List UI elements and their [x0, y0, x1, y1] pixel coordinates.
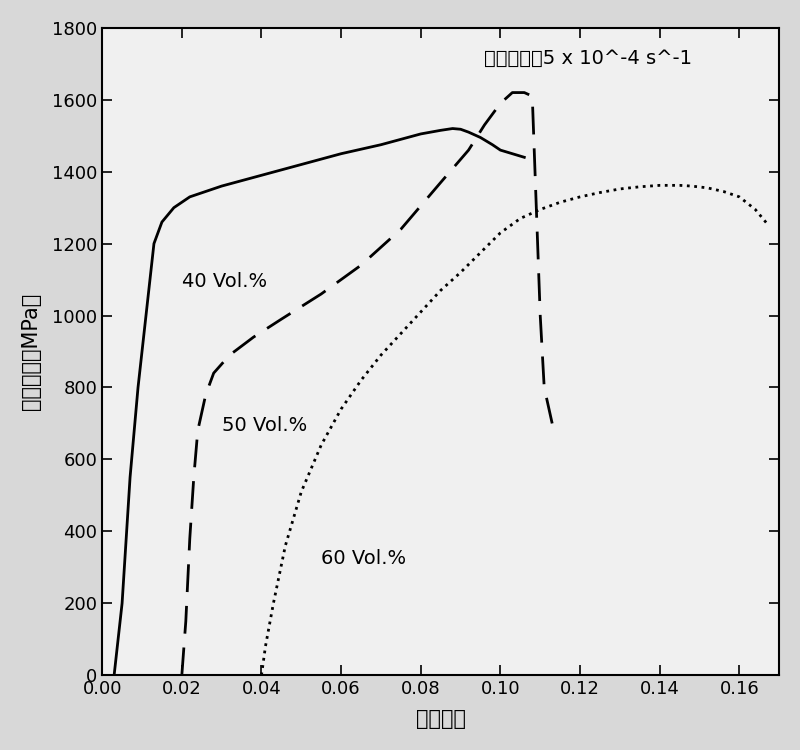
- Text: 60 Vol.%: 60 Vol.%: [322, 549, 406, 568]
- Text: 应变速率：5 x 10^-4 s^-1: 应变速率：5 x 10^-4 s^-1: [483, 49, 691, 68]
- Text: 40 Vol.%: 40 Vol.%: [182, 272, 267, 291]
- Y-axis label: 工程应力（MPa）: 工程应力（MPa）: [21, 293, 41, 410]
- X-axis label: 工程应变: 工程应变: [416, 710, 466, 729]
- Text: 50 Vol.%: 50 Vol.%: [222, 416, 307, 435]
